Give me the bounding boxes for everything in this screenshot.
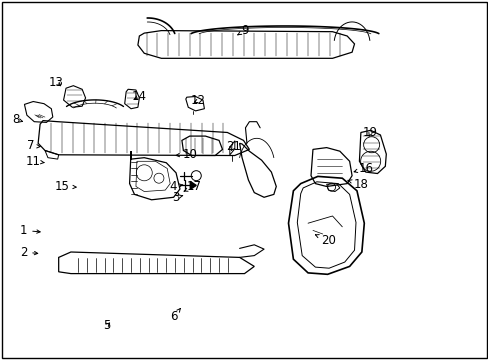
- Text: 3: 3: [172, 191, 183, 204]
- Text: 11: 11: [26, 155, 44, 168]
- Text: 18: 18: [347, 178, 367, 191]
- Text: 4: 4: [169, 180, 183, 193]
- Text: 12: 12: [190, 94, 205, 107]
- Text: 10: 10: [176, 148, 197, 161]
- Text: 20: 20: [315, 234, 335, 247]
- Text: 16: 16: [353, 162, 372, 175]
- Text: 15: 15: [55, 180, 76, 193]
- Text: 21: 21: [226, 140, 241, 153]
- Text: 1: 1: [20, 224, 40, 237]
- Text: 19: 19: [363, 126, 377, 139]
- Polygon shape: [190, 181, 196, 189]
- Text: 13: 13: [49, 76, 63, 89]
- Text: 17: 17: [183, 180, 202, 193]
- Text: 7: 7: [26, 139, 40, 152]
- Text: 6: 6: [169, 309, 180, 323]
- Text: 8: 8: [12, 113, 22, 126]
- Text: 2: 2: [20, 246, 38, 258]
- Text: 5: 5: [102, 319, 110, 332]
- Text: 9: 9: [237, 24, 248, 37]
- Text: 14: 14: [132, 90, 146, 103]
